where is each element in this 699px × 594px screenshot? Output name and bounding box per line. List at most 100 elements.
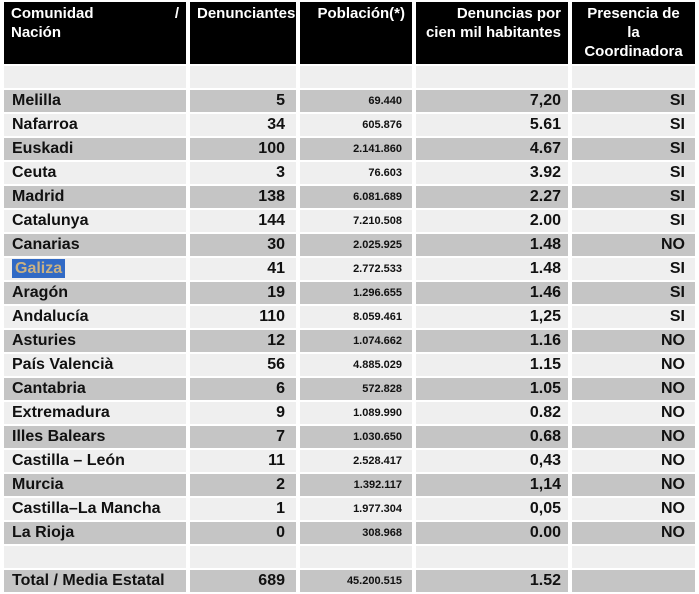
header-community: Comunidad / Nación: [4, 2, 186, 65]
cell-presence: NO: [572, 378, 695, 401]
cell-complainants: [190, 66, 296, 89]
cell-presence: SI: [572, 210, 695, 233]
cell-presence: NO: [572, 354, 695, 377]
cell-rate: 1.05: [416, 378, 568, 401]
header-community-word: Comunidad: [11, 5, 94, 22]
community-name: Nafarroa: [12, 116, 78, 134]
cell-rate: 5.61: [416, 114, 568, 137]
table-row: Aragón 19 1.296.655 1.46 SI: [4, 282, 695, 305]
cell-rate: [416, 66, 568, 89]
community-name: La Rioja: [12, 524, 75, 542]
community-name: Extremadura: [12, 404, 110, 422]
table-row: Cantabria 6 572.828 1.05 NO: [4, 378, 695, 401]
cell-population: 7.210.508: [300, 210, 412, 233]
cell-community: Extremadura: [4, 402, 186, 425]
table-row: Extremadura 9 1.089.990 0.82 NO: [4, 402, 695, 425]
cell-presence: SI: [572, 114, 695, 137]
cell-complainants: 30: [190, 234, 296, 257]
table-row: La Rioja 0 308.968 0.00 NO: [4, 522, 695, 545]
cell-rate: 0,43: [416, 450, 568, 473]
cell-rate: 1.52: [416, 570, 568, 593]
table-row: Murcia 2 1.392.117 1,14 NO: [4, 474, 695, 497]
cell-community: Catalunya: [4, 210, 186, 233]
cell-community: Canarias: [4, 234, 186, 257]
table-row: Illes Balears 7 1.030.650 0.68 NO: [4, 426, 695, 449]
header-rate: Denuncias por cien mil habitantes: [416, 2, 568, 65]
cell-complainants: 100: [190, 138, 296, 161]
community-name: Andalucía: [12, 308, 89, 326]
cell-population: 1.392.117: [300, 474, 412, 497]
community-name: Murcia: [12, 476, 64, 494]
cell-presence: NO: [572, 402, 695, 425]
cell-complainants: 110: [190, 306, 296, 329]
header-community-slash: /: [174, 5, 179, 22]
cell-population: 76.603: [300, 162, 412, 185]
cell-population: 6.081.689: [300, 186, 412, 209]
cell-community: Nafarroa: [4, 114, 186, 137]
cell-complainants: [190, 546, 296, 569]
community-name: Cantabria: [12, 380, 86, 398]
cell-community: Melilla: [4, 90, 186, 113]
cell-presence: [572, 66, 695, 89]
table-row: Nafarroa 34 605.876 5.61 SI: [4, 114, 695, 137]
cell-complainants: 5: [190, 90, 296, 113]
cell-population: 308.968: [300, 522, 412, 545]
cell-community: Total / Media Estatal: [4, 570, 186, 593]
cell-community: Castilla–La Mancha: [4, 498, 186, 521]
cell-presence: SI: [572, 306, 695, 329]
cell-population: 45.200.515: [300, 570, 412, 593]
cell-presence: SI: [572, 258, 695, 281]
cell-population: 1.089.990: [300, 402, 412, 425]
table-header: Comunidad / Nación Denunciantes Població…: [4, 2, 695, 65]
cell-rate: 1.46: [416, 282, 568, 305]
table-row: País Valencià 56 4.885.029 1.15 NO: [4, 354, 695, 377]
cell-community: Illes Balears: [4, 426, 186, 449]
cell-presence: SI: [572, 186, 695, 209]
cell-community: Asturies: [4, 330, 186, 353]
cell-presence: [572, 570, 695, 593]
table-row: Total / Media Estatal 689 45.200.515 1.5…: [4, 570, 695, 593]
cell-complainants: 12: [190, 330, 296, 353]
cell-rate: 7,20: [416, 90, 568, 113]
community-name: Canarias: [12, 236, 80, 254]
cell-community: Euskadi: [4, 138, 186, 161]
table-row: Galiza 41 2.772.533 1.48 SI: [4, 258, 695, 281]
cell-complainants: 138: [190, 186, 296, 209]
cell-population: 1.030.650: [300, 426, 412, 449]
cell-complainants: 9: [190, 402, 296, 425]
cell-presence: SI: [572, 162, 695, 185]
cell-presence: NO: [572, 426, 695, 449]
cell-presence: NO: [572, 330, 695, 353]
cell-rate: 2.27: [416, 186, 568, 209]
cell-community: Ceuta: [4, 162, 186, 185]
header-population: Población(*): [300, 2, 412, 65]
selected-text[interactable]: Galiza: [12, 259, 66, 279]
cell-rate: 4.67: [416, 138, 568, 161]
header-complainants: Denunciantes: [190, 2, 296, 65]
cell-complainants: 6: [190, 378, 296, 401]
cell-presence: NO: [572, 450, 695, 473]
community-name: Castilla – León: [12, 452, 125, 470]
header-community-line2: Nación: [11, 23, 62, 41]
table-row: Catalunya 144 7.210.508 2.00 SI: [4, 210, 695, 233]
community-name: Castilla–La Mancha: [12, 500, 161, 518]
cell-rate: 1.48: [416, 258, 568, 281]
cell-population: 2.025.925: [300, 234, 412, 257]
cell-population: [300, 66, 412, 89]
community-name: Aragón: [12, 284, 68, 302]
cell-rate: 1,25: [416, 306, 568, 329]
table-row: Canarias 30 2.025.925 1.48 NO: [4, 234, 695, 257]
cell-rate: 0,05: [416, 498, 568, 521]
table-row: Madrid 138 6.081.689 2.27 SI: [4, 186, 695, 209]
cell-rate: 0.68: [416, 426, 568, 449]
cell-rate: 1.16: [416, 330, 568, 353]
cell-community: Galiza: [4, 258, 186, 281]
cell-population: 1.074.662: [300, 330, 412, 353]
cell-community: La Rioja: [4, 522, 186, 545]
cell-complainants: 7: [190, 426, 296, 449]
cell-rate: 1,14: [416, 474, 568, 497]
table-row: Castilla – León 11 2.528.417 0,43 NO: [4, 450, 695, 473]
community-name: Madrid: [12, 188, 65, 206]
cell-presence: SI: [572, 138, 695, 161]
